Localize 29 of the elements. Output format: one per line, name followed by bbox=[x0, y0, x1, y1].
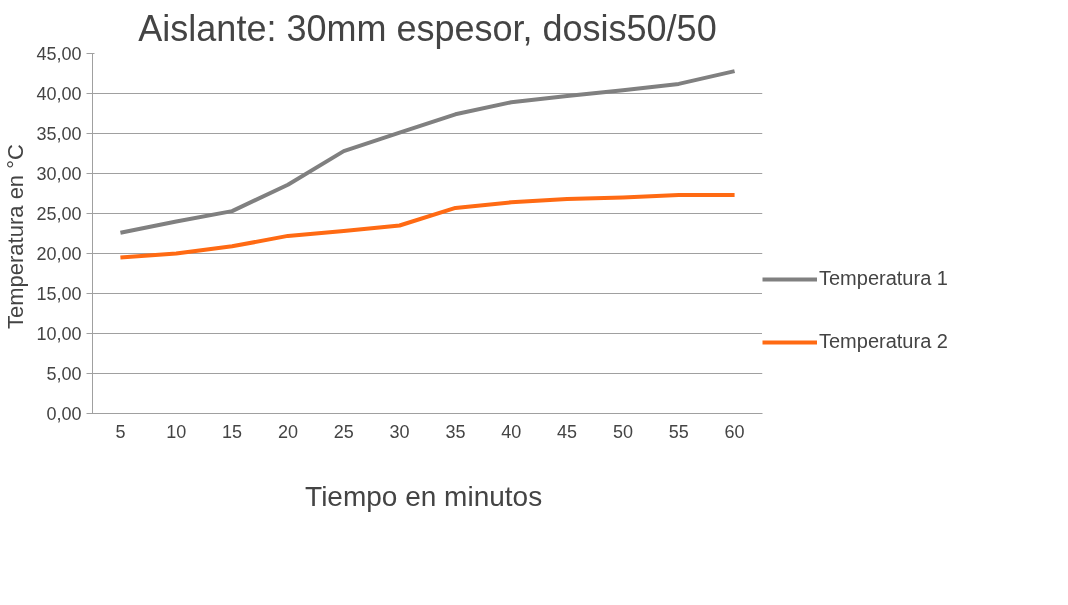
y-axis-title: Temperatura en °C bbox=[3, 144, 29, 329]
y-tick-label: 30,00 bbox=[36, 164, 82, 184]
chart-title: Aislante: 30mm espesor, dosis50/50 bbox=[138, 7, 717, 49]
x-axis-title: Tiempo en minutos bbox=[305, 480, 543, 512]
legend-label: Temperatura 1 bbox=[819, 267, 948, 290]
y-tick-label: 40,00 bbox=[36, 84, 82, 104]
y-tick-label: 10,00 bbox=[36, 324, 82, 344]
y-tick-label: 25,00 bbox=[36, 204, 82, 224]
y-tick-label: 15,00 bbox=[36, 284, 82, 304]
y-tick-label: 35,00 bbox=[36, 124, 82, 144]
x-tick-label: 40 bbox=[501, 421, 522, 442]
x-tick-label: 20 bbox=[277, 421, 298, 442]
x-tick-label: 55 bbox=[668, 421, 689, 442]
x-tick-label: 25 bbox=[333, 421, 354, 442]
legend-label: Temperatura 2 bbox=[819, 330, 948, 353]
y-tick-label: 5,00 bbox=[46, 364, 82, 384]
y-tick-label: 45,00 bbox=[36, 44, 82, 64]
x-tick-label: 50 bbox=[612, 421, 633, 442]
line-series bbox=[118, 69, 737, 235]
x-tick-label: 5 bbox=[115, 421, 126, 442]
x-tick-label: 10 bbox=[166, 421, 187, 442]
x-tick-label: 45 bbox=[557, 421, 578, 442]
y-tick-label: 0,00 bbox=[46, 404, 82, 424]
x-tick-label: 60 bbox=[724, 421, 745, 442]
y-tick-label: 20,00 bbox=[36, 244, 82, 264]
x-tick-label: 35 bbox=[445, 421, 466, 442]
x-tick-label: 15 bbox=[222, 421, 243, 442]
line-series bbox=[118, 193, 737, 260]
x-tick-label: 30 bbox=[389, 421, 410, 442]
